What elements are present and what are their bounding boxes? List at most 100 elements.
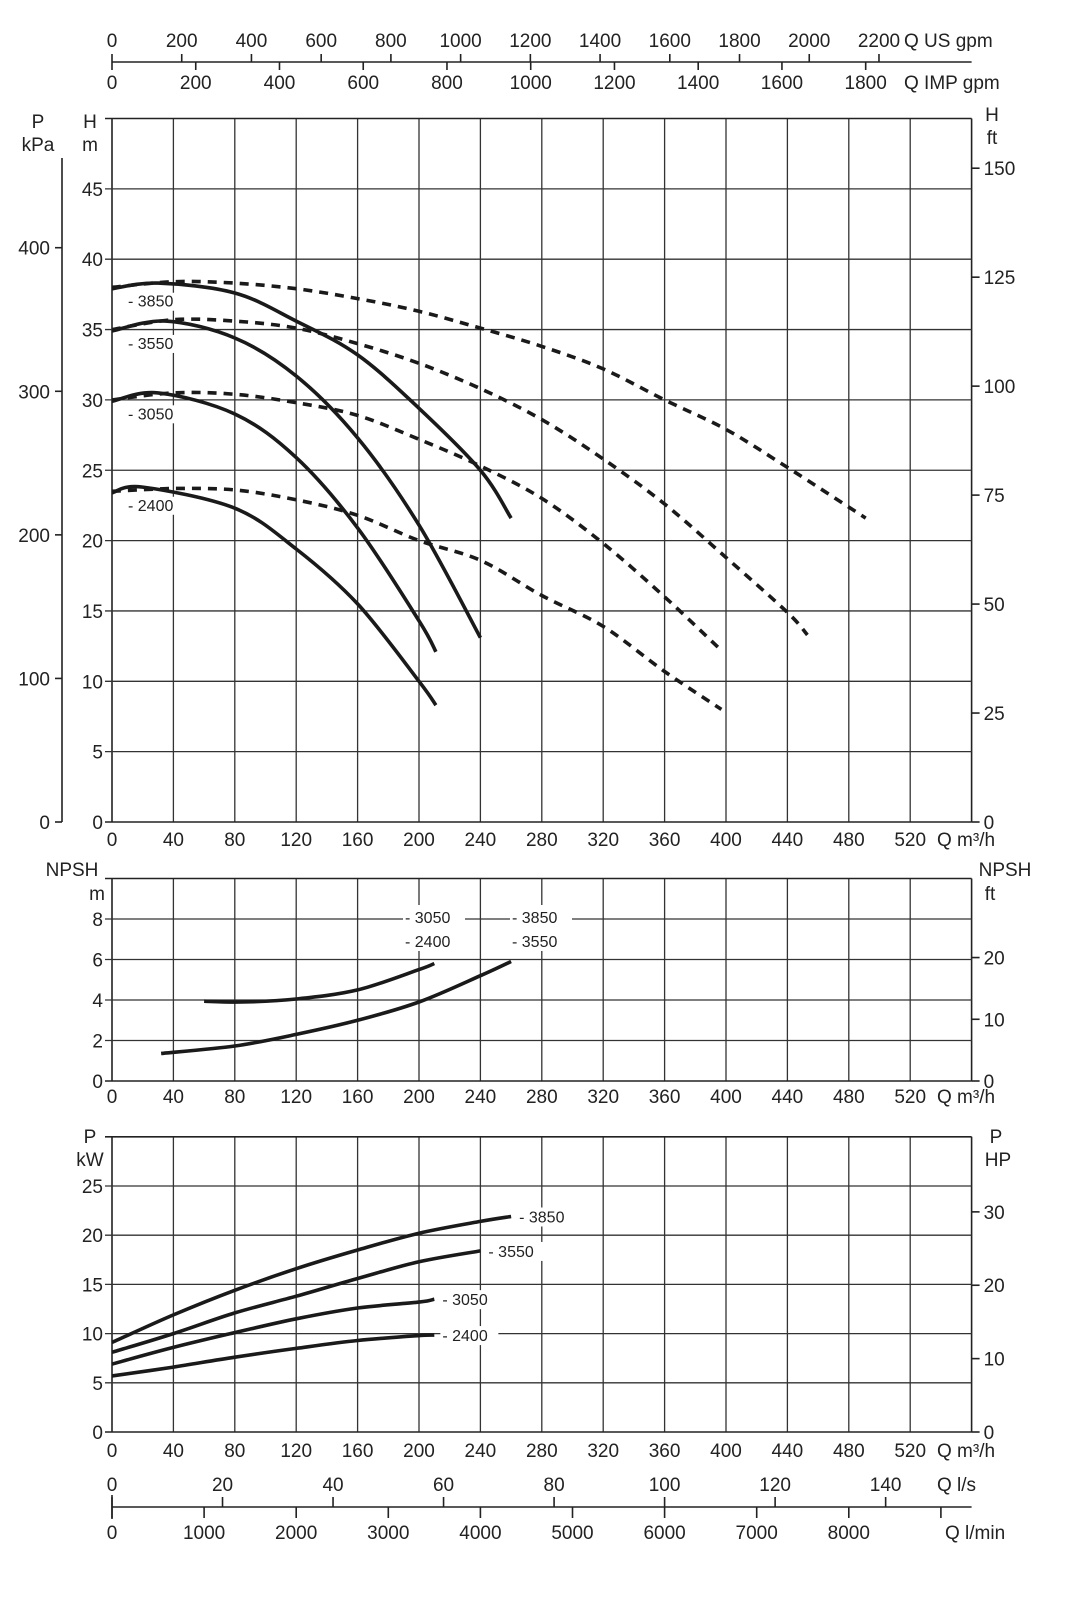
ls-tick-label: 100 <box>649 1475 681 1496</box>
lmin-tick-label: 2000 <box>275 1523 317 1544</box>
head-right-tick-label: 150 <box>984 159 1016 180</box>
head-curve-3550-dashed <box>111 317 809 637</box>
us-gpm-tick-label: 0 <box>107 31 118 52</box>
imp-gpm-tick-label: 200 <box>180 73 212 94</box>
head-y-tick-label: 10 <box>82 672 103 693</box>
ls-tick-label: 80 <box>544 1475 565 1496</box>
npsh-curve-label: - 2400 <box>405 934 450 951</box>
kpa-tick-label: 200 <box>18 526 50 547</box>
power-y-unit: kW <box>76 1150 104 1171</box>
npsh-x-tick-label: 80 <box>224 1087 245 1108</box>
us-gpm-axis-label: Q US gpm <box>904 31 993 52</box>
npsh-y-tick-label: 2 <box>92 1032 103 1053</box>
npsh-x-axis-label: Q m³/h <box>937 1087 995 1108</box>
power-x-axis-label: Q m³/h <box>937 1441 995 1462</box>
head-x-tick-label: 0 <box>107 830 118 851</box>
head-x-tick-label: 200 <box>403 830 435 851</box>
npsh-x-tick-label: 440 <box>772 1087 804 1108</box>
head-right-tick-label: 100 <box>984 377 1016 398</box>
npsh-right-tick-label: 0 <box>984 1072 995 1093</box>
head-y-unit: m <box>82 135 98 156</box>
lmin-tick-label: 4000 <box>459 1523 501 1544</box>
head-right-unit: ft <box>987 128 998 149</box>
head-y-tick-label: 15 <box>82 602 103 623</box>
head-curve-label: - 3050 <box>128 406 173 423</box>
head-right-tick-label: 75 <box>984 486 1005 507</box>
head-x-tick-label: 360 <box>649 830 681 851</box>
power-x-tick-label: 200 <box>403 1441 435 1462</box>
ls-tick-label: 120 <box>759 1475 791 1496</box>
kpa-tick-label: 400 <box>18 239 50 260</box>
power-y-tick-label: 15 <box>82 1275 103 1296</box>
head-y-tick-label: 40 <box>82 250 103 271</box>
power-curve-label: - 2400 <box>442 1328 487 1345</box>
power-curve-label: - 3550 <box>488 1244 533 1261</box>
power-x-tick-label: 240 <box>465 1441 497 1462</box>
npsh-x-tick-label: 520 <box>894 1087 926 1108</box>
power-y-tick-label: 5 <box>92 1374 103 1395</box>
power-curve-2400 <box>111 1333 435 1378</box>
power-x-tick-label: 280 <box>526 1441 558 1462</box>
head-curve-3550 <box>111 319 482 639</box>
power-x-tick-label: 400 <box>710 1441 742 1462</box>
us-gpm-tick-label: 800 <box>375 31 407 52</box>
lmin-tick-label: 3000 <box>367 1523 409 1544</box>
kpa-tick-label: 300 <box>18 382 50 403</box>
power-label-bg <box>440 1326 499 1346</box>
ls-tick-label: 0 <box>107 1475 118 1496</box>
us-gpm-tick-label: 600 <box>305 31 337 52</box>
power-x-tick-label: 440 <box>772 1441 804 1462</box>
head-x-tick-label: 320 <box>587 830 619 851</box>
head-curve-3850-dashed <box>111 279 867 520</box>
us-gpm-tick-label: 200 <box>166 31 198 52</box>
power-x-tick-label: 320 <box>587 1441 619 1462</box>
head-x-axis-label: Q m³/h <box>937 830 995 851</box>
npsh-x-tick-label: 280 <box>526 1087 558 1108</box>
power-y-tick-label: 10 <box>82 1325 103 1346</box>
head-right-tick-label: 0 <box>984 813 995 834</box>
head-x-tick-label: 280 <box>526 830 558 851</box>
ls-tick-label: 40 <box>322 1475 343 1496</box>
npsh-y-tick-label: 4 <box>92 991 103 1012</box>
power-label-bg <box>486 1241 545 1261</box>
head-curve-2400-dashed <box>111 486 723 711</box>
us-gpm-tick-label: 1800 <box>718 31 760 52</box>
imp-gpm-tick-label: 1800 <box>845 73 887 94</box>
head-x-tick-label: 80 <box>224 830 245 851</box>
us-gpm-tick-label: 1400 <box>579 31 621 52</box>
imp-gpm-tick-label: 600 <box>347 73 379 94</box>
head-left2-unit: kPa <box>22 135 55 156</box>
head-x-tick-label: 400 <box>710 830 742 851</box>
npsh-x-tick-label: 120 <box>280 1087 312 1108</box>
power-right-label: P <box>990 1127 1003 1148</box>
head-x-tick-label: 40 <box>163 830 184 851</box>
power-right-tick-label: 30 <box>984 1203 1005 1224</box>
lmin-tick-label: 7000 <box>736 1523 778 1544</box>
npsh-right-label: NPSH <box>979 860 1032 881</box>
npsh-x-tick-label: 0 <box>107 1087 118 1108</box>
head-right-tick-label: 50 <box>984 595 1005 616</box>
power-y-tick-label: 20 <box>82 1226 103 1247</box>
head-right-tick-label: 25 <box>984 704 1005 725</box>
npsh-x-tick-label: 400 <box>710 1087 742 1108</box>
npsh-y-tick-label: 8 <box>92 910 103 931</box>
curve-label-bg <box>125 496 183 515</box>
head-curve-label: - 3850 <box>128 294 173 311</box>
power-x-tick-label: 480 <box>833 1441 865 1462</box>
npsh-x-tick-label: 360 <box>649 1087 681 1108</box>
imp-gpm-tick-label: 400 <box>264 73 296 94</box>
curve-label-bg <box>125 334 183 353</box>
npsh-x-tick-label: 200 <box>403 1087 435 1108</box>
power-label-bg <box>517 1207 576 1227</box>
us-gpm-tick-label: 2000 <box>788 31 830 52</box>
power-curve-label: - 3850 <box>519 1210 564 1227</box>
lmin-tick-label: 5000 <box>551 1523 593 1544</box>
us-gpm-tick-label: 400 <box>236 31 268 52</box>
ls-axis-label: Q l/s <box>937 1475 976 1496</box>
lmin-axis-label: Q l/min <box>945 1523 1005 1544</box>
head-y-tick-label: 0 <box>92 813 103 834</box>
power-right-tick-label: 0 <box>984 1423 995 1444</box>
ls-tick-label: 140 <box>870 1475 902 1496</box>
lmin-tick-label: 1000 <box>183 1523 225 1544</box>
